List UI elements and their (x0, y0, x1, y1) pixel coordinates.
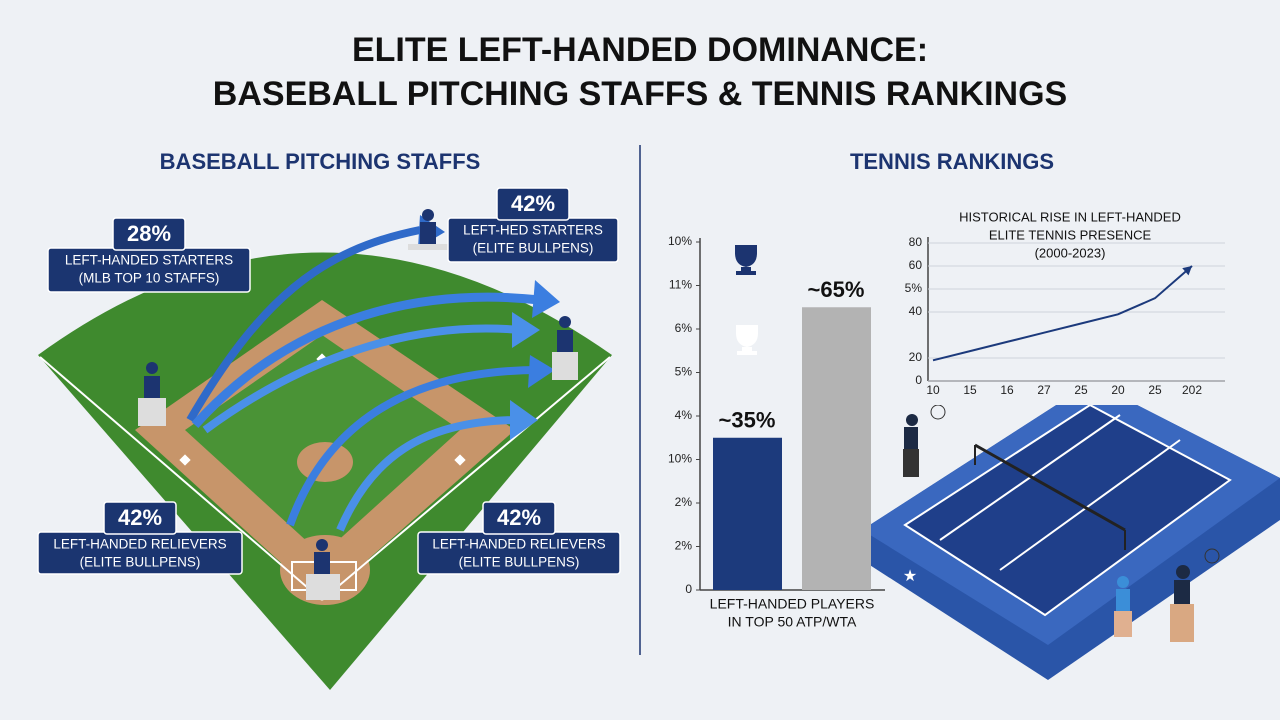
callout-text: LEFT-HANDED RELIEVERS (432, 537, 605, 552)
bar (713, 437, 782, 590)
chart-title: ELITE TENNIS PRESENCE (989, 227, 1152, 242)
x-tick-label: 10 (926, 383, 940, 397)
trophy-icon (736, 325, 758, 355)
callout-text: (ELITE BULLPENS) (459, 555, 580, 570)
bar (802, 307, 871, 590)
y-tick-label: 2% (675, 539, 693, 553)
x-tick-label: 202 (1182, 383, 1202, 397)
y-tick-label: 20 (909, 350, 923, 364)
x-tick-label: 27 (1037, 383, 1051, 397)
bar-value-label: ~35% (719, 408, 776, 433)
x-tick-label: 20 (1111, 383, 1125, 397)
callout-text: (ELITE BULLPENS) (473, 241, 594, 256)
arrow-head (1182, 266, 1192, 276)
y-tick-label: 0 (915, 373, 922, 387)
chart-panel (898, 205, 1228, 405)
x-tick-label: 15 (963, 383, 977, 397)
y-tick-label: 6% (675, 321, 693, 335)
y-tick-label: 5% (675, 365, 693, 379)
y-tick-label: 80 (909, 235, 923, 249)
y-tick-label: 40 (909, 304, 923, 318)
y-tick-label: 10% (668, 234, 692, 248)
callout-tag (496, 187, 570, 221)
title-line: ELITE LEFT-HANDED DOMINANCE: (352, 31, 928, 69)
x-tick-label: 25 (1148, 383, 1162, 397)
y-tick-label: 11% (669, 278, 692, 292)
callout-text: (MLB TOP 10 STAFFS) (79, 271, 220, 286)
baseball-field (38, 209, 612, 690)
callout-text: (ELITE BULLPENS) (80, 555, 201, 570)
callout-value: 28% (127, 221, 171, 246)
callout-value: 42% (118, 505, 162, 530)
bar-value-label: ~65% (808, 277, 865, 302)
y-tick-label: 5% (905, 281, 923, 295)
y-tick-label: 10% (668, 452, 692, 466)
callout-text: LEFT-HANDED RELIEVERS (53, 537, 226, 552)
callout-text: LEFT-HED STARTERS (463, 223, 603, 238)
x-tick-label: 16 (1000, 383, 1014, 397)
panel-heading: BASEBALL PITCHING STAFFS (160, 149, 481, 174)
y-tick-label: 60 (909, 258, 923, 272)
line (932, 265, 1193, 362)
x-tick-label: 25 (1074, 383, 1088, 397)
x-axis-label: LEFT-HANDED PLAYERS (710, 596, 875, 612)
chart-title: (2000-2023) (1035, 245, 1106, 260)
tennis-court: ★ (862, 382, 1280, 680)
callout-value: 42% (497, 505, 541, 530)
callout-text: LEFT-HANDED STARTERS (65, 253, 233, 268)
callout-value: 42% (511, 191, 555, 216)
y-tick-label: 2% (675, 495, 693, 509)
title-line: BASEBALL PITCHING STAFFS & TENNIS RANKIN… (213, 75, 1067, 113)
panel-heading: TENNIS RANKINGS (850, 149, 1054, 174)
trophy-icon (735, 245, 757, 275)
y-tick-label: 4% (675, 408, 693, 422)
callout-tag (112, 217, 186, 251)
callout-tag (482, 501, 556, 535)
callout-tag (103, 501, 177, 535)
chart-title: HISTORICAL RISE IN LEFT-HANDED (959, 209, 1181, 224)
svg-text:★: ★ (903, 568, 917, 585)
y-tick-label: 0 (685, 582, 692, 596)
x-axis-label: IN TOP 50 ATP/WTA (728, 614, 857, 630)
